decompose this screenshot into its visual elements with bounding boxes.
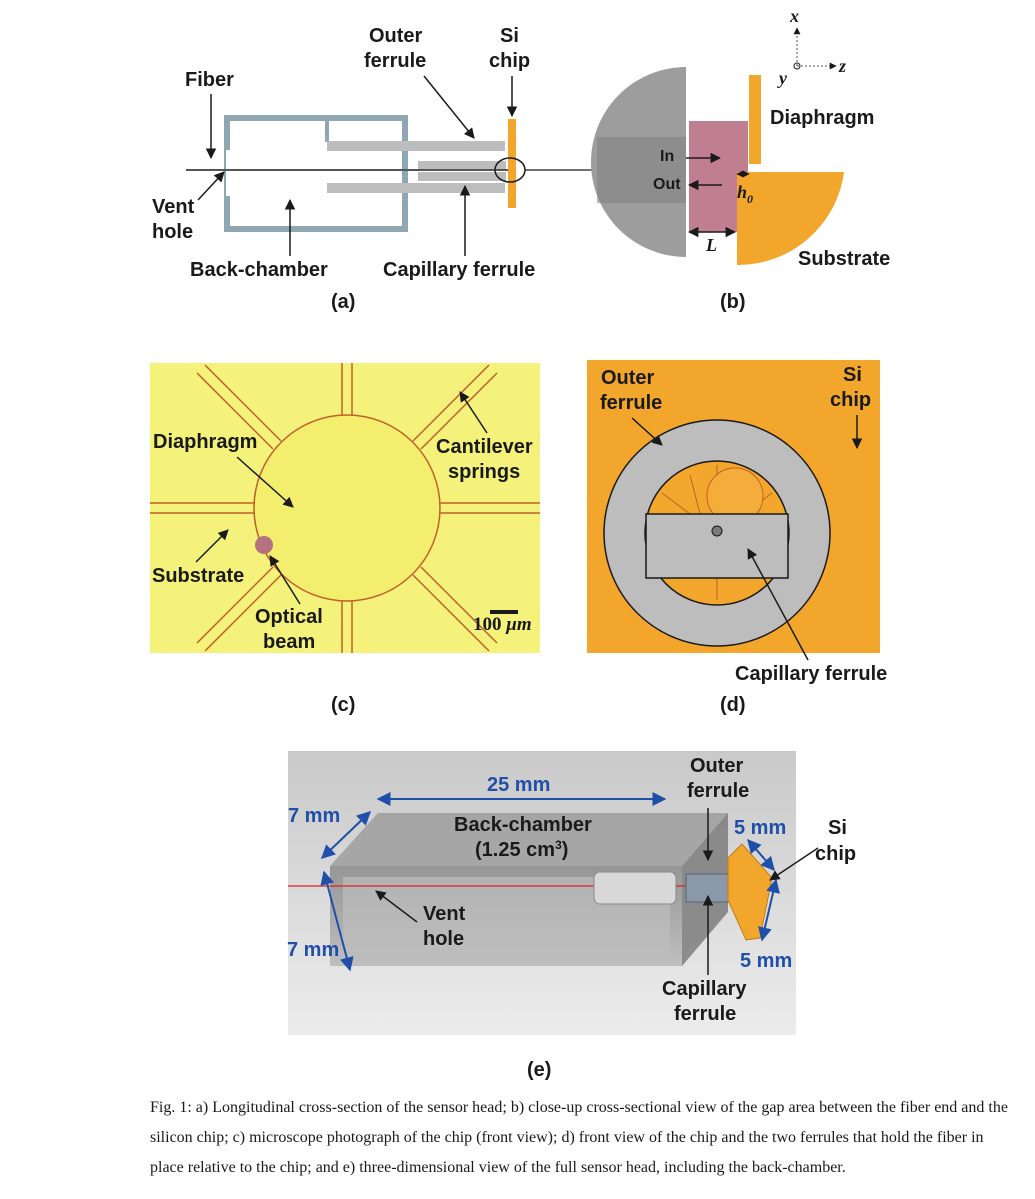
back-chamber-outline [226, 117, 406, 230]
arrow-si-chip-e [769, 847, 819, 881]
arrow-outer-ferrule-d [631, 417, 663, 446]
label-si-chip-e-2: chip [815, 843, 856, 865]
panel-d: Outer ferrule Si chip Capillary ferrule … [587, 360, 887, 716]
fiber-core-band [597, 137, 686, 203]
label-diaphragm-c: Diaphragm [153, 431, 257, 453]
axis-y-label: y [777, 68, 788, 88]
panel-e: 25 mm 7 mm 7 mm Back-chamber (1.25 cm3) … [287, 751, 856, 1081]
label-capillary-ferrule-e-1: Capillary [662, 978, 747, 1000]
dim-chip-height [758, 878, 780, 942]
label-length: 25 mm [487, 774, 550, 796]
axis-x-label: x [789, 6, 799, 26]
axis-y-dot [793, 62, 801, 70]
vent-gap [226, 150, 232, 196]
outer-ferrule-bottom [327, 183, 505, 193]
label-si-chip-1: Si [500, 25, 519, 47]
label-outer-ferrule-2: ferrule [364, 50, 426, 72]
label-vent-hole-1: Vent [152, 196, 195, 218]
optical-beam-spot [255, 536, 273, 554]
label-capillary-ferrule-d: Capillary ferrule [735, 663, 887, 685]
arrow-diaphragm-c [236, 456, 294, 508]
si-chip [508, 119, 516, 208]
arrow-outer-ferrule [423, 75, 475, 139]
label-back-chamber-e: Back-chamber [454, 814, 592, 836]
label-outer-ferrule-d-1: Outer [601, 367, 655, 389]
capillary-ferrule-bottom [418, 172, 506, 181]
label-chip-width: 5 mm [734, 817, 786, 839]
label-vent-hole-e-1: Vent [423, 903, 466, 925]
label-cantilever-2: springs [448, 461, 520, 483]
dim-height [320, 811, 372, 859]
label-capillary-ferrule: Capillary ferrule [383, 259, 535, 281]
label-optical-beam-1: Optical [255, 606, 323, 628]
label-si-chip-2: chip [489, 50, 530, 72]
label-depth: 7 mm [287, 939, 339, 961]
chamber-top [330, 813, 728, 866]
label-cantilever-1: Cantilever [436, 436, 533, 458]
panel-a-tag: (a) [331, 291, 355, 313]
label-chip-height: 5 mm [740, 950, 792, 972]
capillary-ferrule-band [645, 513, 789, 579]
cantilever-springs [150, 363, 540, 653]
label-height: 7 mm [288, 805, 340, 827]
arrow-vent-hole-e [375, 890, 418, 923]
outer-ferrule-top [327, 141, 505, 151]
dim-chip-width [747, 838, 775, 872]
panel-e-tag: (e) [527, 1059, 551, 1081]
label-h0: h0 [737, 182, 753, 206]
diaphragm-circle [253, 414, 441, 602]
panel-c: Diaphragm Cantilever springs Substrate O… [150, 363, 540, 716]
fiber-dot [711, 525, 723, 537]
axis-z-label: z [838, 56, 846, 76]
label-outer-ferrule-e-2: ferrule [687, 780, 749, 802]
label-fiber: Fiber [185, 69, 234, 91]
figure-caption: Fig. 1: a) Longitudinal cross-section of… [150, 1099, 1008, 1176]
arrow-optical-beam [269, 555, 301, 605]
back-chamber-box [224, 115, 408, 232]
label-si-chip-d-2: chip [830, 389, 871, 411]
label-outer-ferrule-e-1: Outer [690, 755, 744, 777]
dim-depth [320, 870, 354, 972]
label-in: In [660, 148, 674, 165]
inner-ferrule-cylinder [593, 871, 677, 905]
panel-c-tag: (c) [331, 694, 355, 716]
arrow-capillary-ferrule-d [747, 548, 809, 661]
label-out: Out [653, 176, 681, 193]
label-si-chip-e-1: Si [828, 817, 847, 839]
label-si-chip-d-1: Si [843, 364, 862, 386]
label-capillary-ferrule-e-2: ferrule [674, 1003, 736, 1025]
arrow-vent-hole [197, 171, 225, 201]
panel-b: x y z Diaphragm In Out h0 L Substrate (b… [591, 6, 890, 313]
diaphragm [749, 75, 761, 164]
label-gap: L [705, 235, 717, 255]
label-diaphragm: Diaphragm [770, 107, 874, 129]
label-substrate: Substrate [798, 248, 890, 270]
arrow-cantilever [459, 391, 488, 434]
scale-label: 100 μm [473, 614, 532, 635]
label-optical-beam-2: beam [263, 631, 315, 653]
label-vent-hole-e-2: hole [423, 928, 464, 950]
label-outer-ferrule-d-2: ferrule [600, 392, 662, 414]
panel-a: Fiber Outer ferrule Si chip Vent hole Ba… [152, 25, 601, 313]
arrow-substrate-c [195, 529, 229, 563]
substrate [737, 172, 844, 266]
panel-b-tag: (b) [720, 291, 746, 313]
label-volume: (1.25 cm3) [475, 838, 568, 861]
scale-bar [490, 610, 518, 614]
label-outer-ferrule-1: Outer [369, 25, 423, 47]
label-back-chamber: Back-chamber [190, 259, 328, 281]
capillary-ferrule-top [418, 161, 506, 170]
label-substrate-c: Substrate [152, 565, 244, 587]
label-vent-hole-2: hole [152, 221, 193, 243]
panel-d-tag: (d) [720, 694, 746, 716]
